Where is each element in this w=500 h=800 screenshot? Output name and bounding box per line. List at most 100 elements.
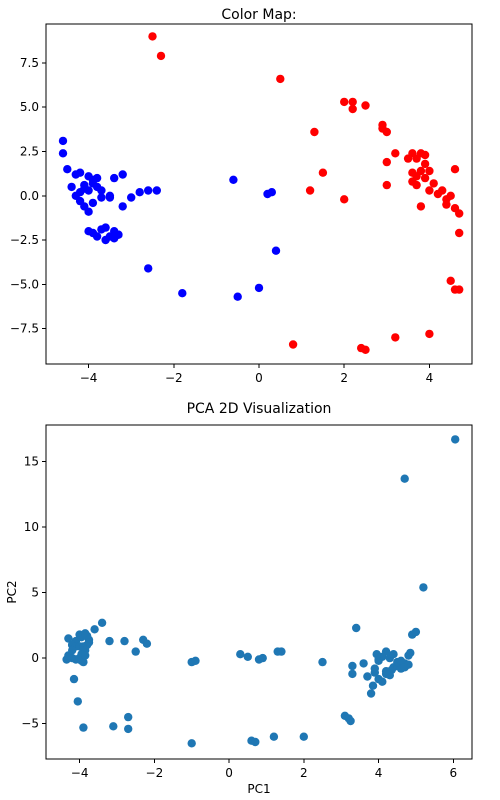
data-point [243, 652, 252, 661]
x-tick-label: −2 [146, 766, 164, 780]
data-point [419, 583, 428, 592]
data-point [142, 639, 152, 648]
data-point [340, 97, 349, 107]
data-point [348, 669, 357, 679]
data-point [251, 737, 260, 747]
data-point [73, 697, 83, 706]
data-point [84, 638, 94, 647]
x-tick-label: 6 [449, 766, 457, 780]
data-point [263, 189, 272, 199]
data-point [425, 166, 434, 176]
data-point [63, 165, 72, 174]
data-point [318, 168, 328, 177]
data-point [68, 646, 77, 655]
data-point [299, 732, 308, 741]
data-point [67, 182, 76, 192]
x-tick-label: −4 [71, 766, 89, 780]
y-tick-label: 2.5 [20, 145, 39, 159]
data-point [361, 345, 370, 354]
data-point [97, 618, 107, 627]
data-point [92, 173, 102, 183]
data-point [127, 193, 136, 202]
data-point [378, 677, 387, 686]
data-point [118, 202, 127, 211]
data-point [400, 474, 409, 483]
data-point [368, 681, 378, 690]
data-point [408, 177, 417, 186]
data-point [450, 165, 460, 174]
data-point [363, 672, 372, 681]
data-point [318, 657, 327, 667]
data-point [382, 157, 391, 167]
series-2 [148, 32, 464, 354]
data-point [425, 329, 434, 339]
data-point [229, 175, 238, 184]
data-point [254, 283, 264, 293]
y-tick-label: −7.5 [10, 322, 39, 336]
data-point [359, 659, 368, 668]
data-point [391, 149, 400, 158]
data-point [288, 340, 298, 349]
data-point [92, 232, 102, 241]
data-point [366, 689, 376, 698]
data-point [64, 634, 73, 643]
x-tick-label: 2 [340, 371, 348, 385]
y-tick-label: −5 [21, 717, 39, 731]
data-point [58, 149, 68, 158]
data-point [269, 732, 279, 741]
y-tick-label: 10 [24, 520, 39, 534]
chart-1: −4 −2 0 2 4 −7.5 −5.0 −2.5 0.0 2.5 5.0 7.5 Color Map… [10, 7, 473, 385]
data-point [400, 663, 409, 672]
data-point [396, 656, 406, 665]
data-point [408, 168, 417, 177]
data-point [352, 623, 361, 633]
data-point [348, 661, 357, 671]
data-point [109, 722, 118, 731]
data-point [382, 180, 391, 190]
series-1 [62, 435, 460, 748]
y-tick-label: 5 [31, 586, 39, 600]
data-point [381, 647, 391, 656]
x-tick-label: 0 [255, 371, 263, 385]
data-point [114, 230, 123, 239]
chart-2: −4 −2 0 2 4 6 −5 0 5 10 15 PCA 2D Visualization PC1 P… [5, 401, 473, 796]
x-tick-label: 4 [375, 766, 383, 780]
data-point [305, 186, 315, 195]
y-tick-label: 7.5 [20, 56, 39, 70]
data-point [420, 150, 430, 160]
data-point [156, 51, 166, 61]
data-point [75, 168, 85, 177]
data-point [455, 228, 464, 238]
data-point [348, 97, 357, 107]
y-tick-label: 0 [31, 651, 39, 665]
y-tick-label: 5.0 [20, 100, 39, 114]
data-point [236, 650, 245, 659]
data-point [370, 668, 379, 677]
plot-frame [45, 424, 473, 760]
data-point [276, 74, 285, 84]
data-point [391, 333, 400, 342]
data-point [144, 264, 153, 273]
data-point [310, 127, 319, 137]
data-point [191, 656, 200, 665]
data-point [442, 200, 451, 209]
data-point [346, 716, 355, 726]
data-point [97, 186, 106, 195]
x-tick-label: 2 [300, 766, 308, 780]
data-point [144, 186, 153, 195]
data-point [420, 173, 430, 183]
data-point [90, 625, 99, 634]
data-point [69, 674, 79, 684]
data-point [84, 172, 93, 181]
data-point [187, 739, 196, 748]
x-tick-label: 0 [225, 766, 233, 780]
data-point [79, 723, 88, 732]
x-axis-title: PC1 [247, 782, 270, 796]
y-tick-label: −2.5 [10, 233, 39, 247]
data-point [80, 184, 89, 193]
data-point [148, 32, 157, 41]
data-point [340, 195, 349, 204]
data-point [105, 193, 115, 202]
data-point [97, 193, 106, 202]
